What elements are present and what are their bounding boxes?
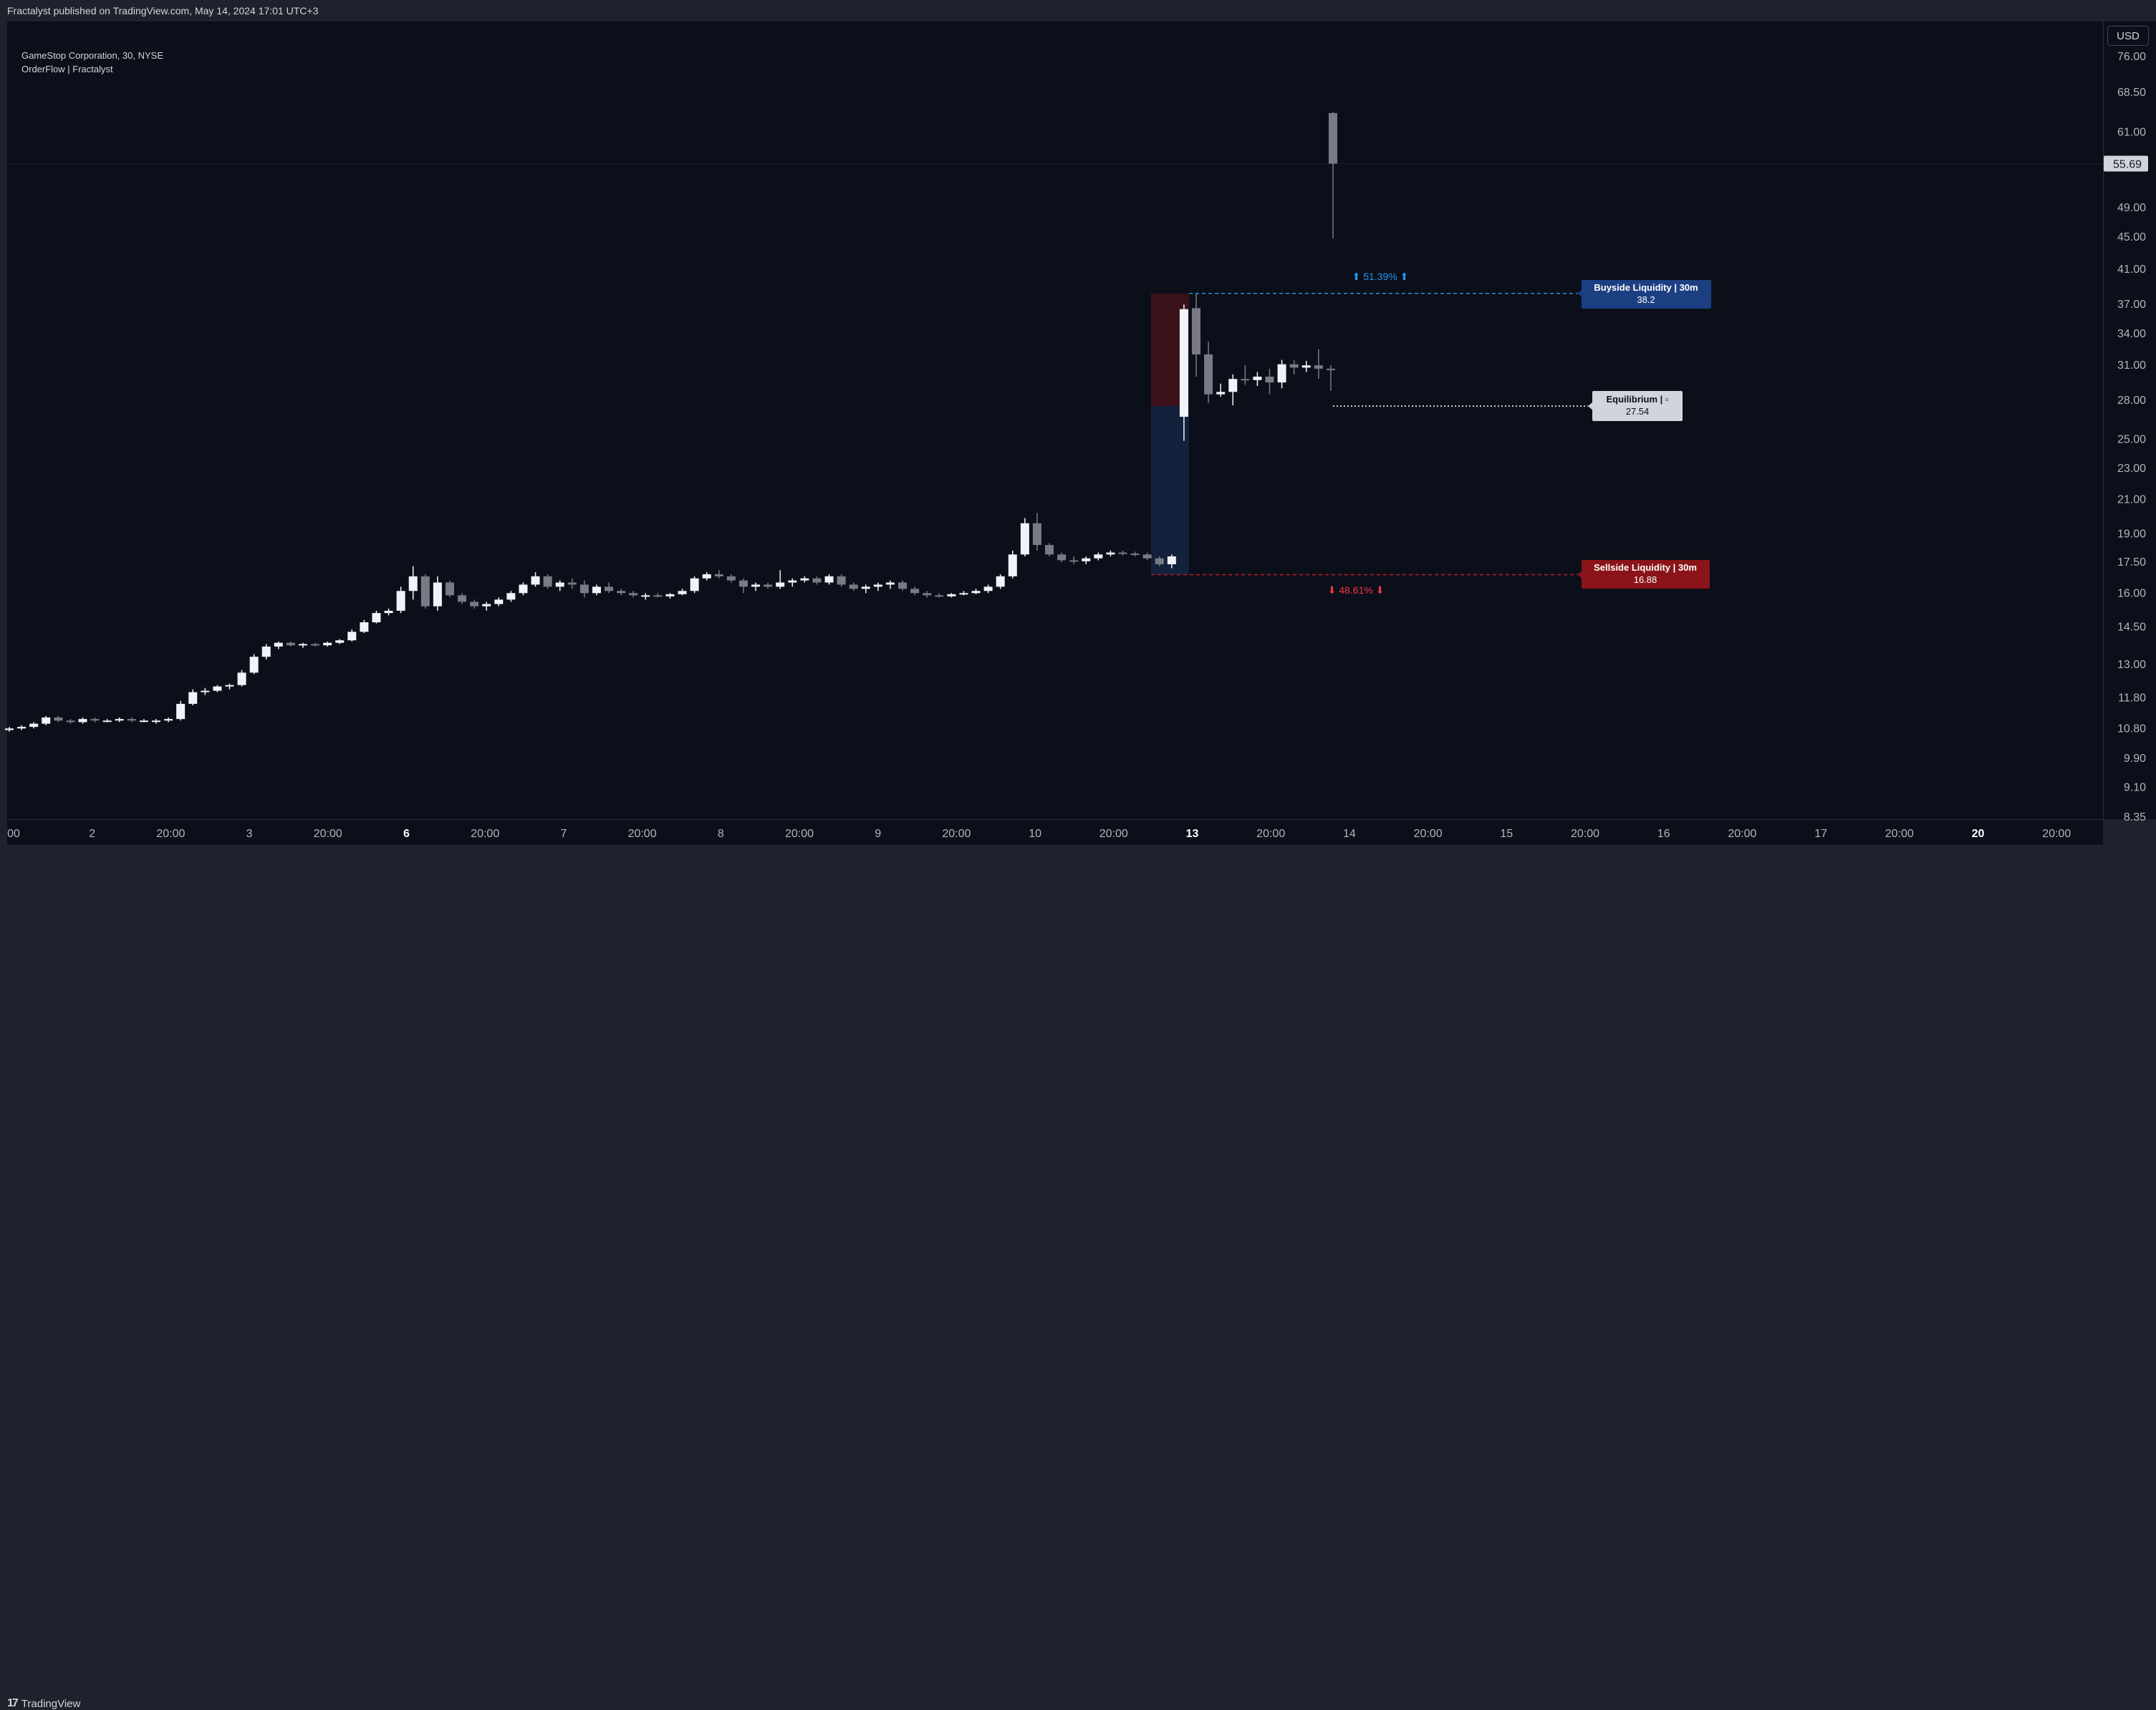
indicator-title[interactable]: OrderFlow | Fractalyst [21,64,113,74]
tradingview-logo-icon: 17 [7,1697,19,1709]
brand-name: TradingView [21,1697,81,1710]
chart-legend: GameStop Corporation, 30, NYSE OrderFlow… [21,49,163,76]
footer-bar: 17 TradingView [0,845,2156,1710]
tradingview-logo[interactable]: 17 TradingView [7,1697,80,1710]
currency-label[interactable]: USD [2107,26,2149,46]
symbol-title[interactable]: GameStop Corporation, 30, NYSE [21,50,163,61]
publish-info: Fractalyst published on TradingView.com,… [7,5,319,16]
chart-pane[interactable]: GameStop Corporation, 30, NYSE OrderFlow… [7,21,2103,819]
time-axis[interactable] [7,819,2103,846]
publish-header: Fractalyst published on TradingView.com,… [0,0,2156,21]
price-axis[interactable] [2103,21,2156,819]
